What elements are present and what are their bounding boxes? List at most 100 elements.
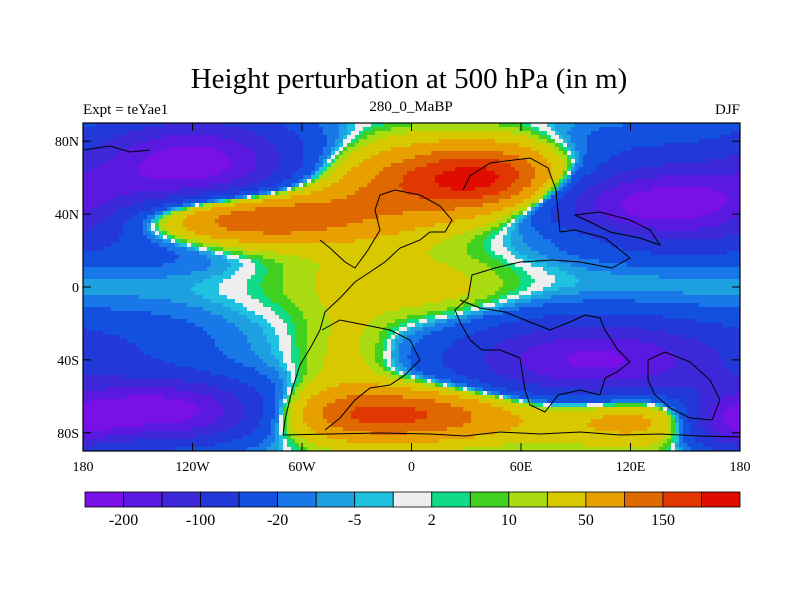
field-cell [315,211,320,216]
field-cell [83,263,88,268]
field-cell [311,155,316,160]
field-cell [195,335,200,340]
field-cell [175,391,180,396]
field-cell [187,367,192,372]
field-cell [155,443,160,448]
field-cell [183,375,188,380]
field-cell [303,419,308,424]
field-cell [167,143,172,148]
field-cell [91,383,96,388]
field-cell [323,255,328,260]
field-cell [147,171,152,176]
field-cell [83,331,88,336]
field-cell [179,391,184,396]
field-cell [119,303,124,308]
field-cell [107,195,112,200]
field-cell [263,243,268,248]
field-cell [215,303,220,308]
field-cell [155,387,160,392]
field-cell [199,171,204,176]
field-cell [267,203,272,208]
field-cell [307,151,312,156]
field-cell [187,435,192,440]
field-cell [319,231,324,236]
field-cell [191,243,196,248]
field-cell [283,163,288,168]
field-cell [295,203,300,208]
field-cell [203,279,208,284]
field-cell [243,431,248,436]
field-cell [87,239,92,244]
field-cell [303,215,308,220]
field-cell [287,255,292,260]
field-cell [175,151,180,156]
field-cell [143,367,148,372]
field-cell [95,291,100,296]
field-cell [307,243,312,248]
field-cell [171,187,176,192]
field-cell [199,303,204,308]
field-cell [179,155,184,160]
field-cell [135,251,140,256]
field-cell [275,279,280,284]
field-cell [251,247,256,252]
field-cell [127,207,132,212]
field-cell [187,271,192,276]
field-cell [155,323,160,328]
field-cell [303,291,308,296]
field-cell [183,411,188,416]
field-cell [167,347,172,352]
field-cell [111,307,116,312]
field-cell [187,395,192,400]
field-cell [131,139,136,144]
field-cell [103,207,108,212]
field-cell [167,335,172,340]
field-cell [323,131,328,136]
field-cell [303,143,308,148]
field-cell [251,287,256,292]
field-cell [143,323,148,328]
field-cell [143,127,148,132]
field-cell [199,251,204,256]
field-cell [155,275,160,280]
field-cell [123,239,128,244]
field-cell [199,131,204,136]
field-cell [263,199,268,204]
field-cell [191,447,196,452]
field-cell [275,167,280,172]
field-cell [243,427,248,432]
field-cell [103,227,108,232]
field-cell [131,259,136,264]
field-cell [319,263,324,268]
field-cell [163,355,168,360]
field-cell [151,239,156,244]
field-cell [151,243,156,248]
field-cell [223,407,228,412]
field-cell [159,159,164,164]
field-cell [199,327,204,332]
field-cell [219,387,224,392]
field-cell [319,427,324,432]
field-cell [135,263,140,268]
field-cell [191,383,196,388]
field-cell [147,411,152,416]
field-cell [323,155,328,160]
field-cell [215,379,220,384]
field-cell [283,179,288,184]
field-cell [115,339,120,344]
field-cell [179,263,184,268]
field-cell [119,427,124,432]
field-cell [203,403,208,408]
field-cell [91,275,96,280]
field-cell [219,411,224,416]
field-cell [315,387,320,392]
field-cell [83,395,88,400]
field-cell [207,439,212,444]
field-cell [275,287,280,292]
field-cell [311,307,316,312]
field-cell [179,207,184,212]
field-cell [319,123,324,128]
field-cell [163,339,168,344]
field-cell [111,371,116,376]
field-cell [247,383,252,388]
